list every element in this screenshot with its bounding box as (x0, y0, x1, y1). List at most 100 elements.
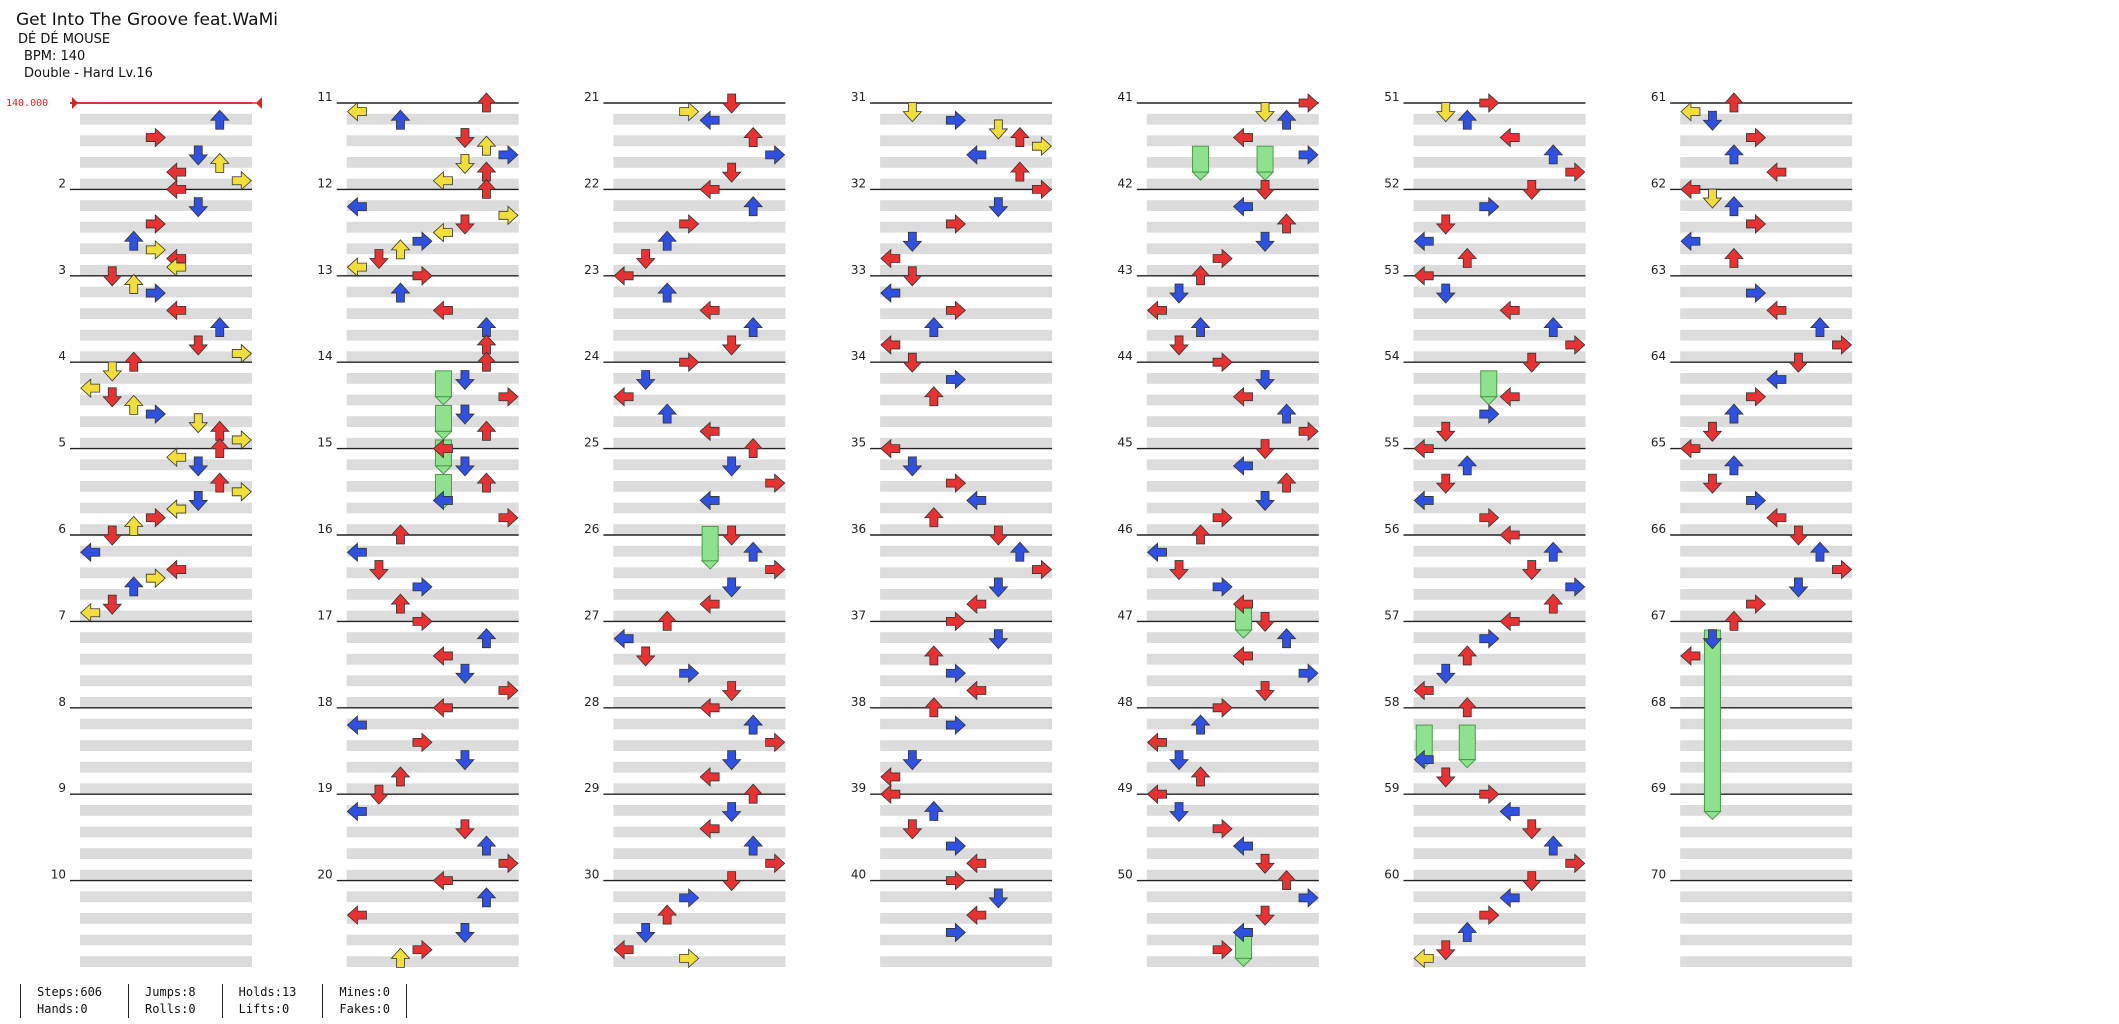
step-arrow (1543, 835, 1564, 856)
beat-band (1413, 481, 1586, 492)
beat-band (1413, 934, 1586, 946)
beat-band (80, 675, 252, 687)
beat-band (1680, 308, 1853, 319)
stat-column: Holds:13 Lifts:0 (221, 984, 323, 1018)
step-arrow (721, 750, 742, 771)
step-arrow (902, 266, 923, 287)
beat-band (1680, 351, 1853, 363)
step-arrow (966, 594, 987, 615)
beat-band (1146, 221, 1319, 233)
step-arrow (923, 386, 944, 407)
step-arrow (1169, 335, 1189, 356)
step-arrow (1232, 455, 1253, 476)
measure-number: 30 (584, 868, 599, 882)
beat-band (1146, 265, 1319, 276)
step-arrow (923, 317, 944, 338)
step-arrow (498, 386, 519, 407)
step-arrow (1232, 646, 1253, 666)
step-arrow (1521, 352, 1542, 373)
measure-number: 10 (51, 868, 66, 882)
beat-band (613, 481, 786, 492)
measure-number: 2 (58, 176, 66, 190)
step-arrow (390, 593, 411, 614)
beat-band (80, 891, 252, 903)
beat-band (1680, 243, 1853, 255)
step-arrow (1190, 714, 1211, 735)
beat-band (613, 653, 786, 665)
step-arrow (1413, 231, 1434, 252)
step-arrow (1276, 472, 1297, 493)
step-arrow (476, 472, 497, 493)
beat-band (1680, 891, 1853, 903)
measure-number: 63 (1651, 263, 1666, 277)
step-arrow (743, 438, 764, 459)
step-arrow (1276, 870, 1297, 890)
step-arrow (902, 819, 923, 840)
stat-steps: Steps:606 (37, 985, 103, 999)
beat-band (80, 934, 252, 946)
step-arrow (945, 473, 966, 494)
stat-column: Jumps:8 Rolls:0 (128, 984, 222, 1018)
step-arrow (1746, 386, 1767, 407)
step-arrow (679, 887, 700, 908)
step-arrow (945, 715, 966, 735)
step-arrow (1832, 335, 1853, 355)
beat-band (1146, 567, 1319, 579)
step-arrow (902, 102, 923, 123)
bpm-start-marker (72, 97, 78, 109)
step-arrow (1788, 352, 1809, 373)
step-arrow (743, 317, 764, 338)
measure-number: 5 (58, 436, 66, 450)
step-arrow (1255, 853, 1275, 874)
step-arrow (1298, 93, 1319, 113)
step-arrow (1276, 403, 1297, 424)
beat-band (80, 567, 252, 579)
beat-band (880, 200, 1053, 211)
step-arrow (346, 542, 367, 563)
beat-band (880, 329, 1053, 341)
beat-band (1680, 481, 1853, 492)
measure-number: 54 (1384, 349, 1399, 363)
beat-band (880, 913, 1053, 924)
step-arrow (657, 403, 678, 424)
beat-band (880, 761, 1053, 773)
beat-band (1413, 416, 1586, 427)
beat-band (613, 956, 786, 967)
step-arrow (1680, 231, 1701, 252)
beat-band (613, 221, 786, 233)
beat-band (80, 502, 252, 514)
step-arrow (455, 214, 475, 235)
beat-band (1413, 632, 1586, 643)
beat-band (346, 113, 519, 125)
stat-lifts: Lifts:0 (238, 1002, 290, 1016)
step-arrow (498, 507, 519, 528)
beat-band (1413, 891, 1586, 903)
song-header: Get Into The Groove feat.WaMi DÉ DÉ MOUS… (16, 10, 278, 82)
beat-band (80, 761, 252, 773)
step-arrow (102, 525, 123, 546)
step-arrow (1702, 629, 1723, 650)
beat-band (1680, 545, 1853, 557)
measure-number: 58 (1384, 695, 1399, 709)
beat-band (1413, 502, 1586, 514)
step-arrow (743, 714, 764, 735)
step-arrow (1298, 887, 1319, 908)
hold-end (1458, 759, 1477, 769)
step-arrow (1413, 948, 1434, 969)
beat-band (1413, 308, 1586, 319)
step-arrow (966, 680, 987, 701)
step-arrow (657, 904, 678, 925)
beat-band (346, 200, 519, 211)
stat-jumps: Jumps:8 (145, 985, 196, 999)
beat-band (613, 308, 786, 319)
step-arrow (476, 178, 497, 199)
step-arrow (699, 421, 720, 442)
beat-band (1680, 567, 1853, 579)
step-arrow (880, 283, 901, 303)
step-arrow (390, 282, 411, 303)
hold-end (434, 465, 453, 475)
measure-number: 35 (851, 436, 866, 450)
step-arrow (1435, 663, 1456, 684)
measure-number: 14 (317, 349, 332, 363)
step-arrow (412, 265, 433, 286)
